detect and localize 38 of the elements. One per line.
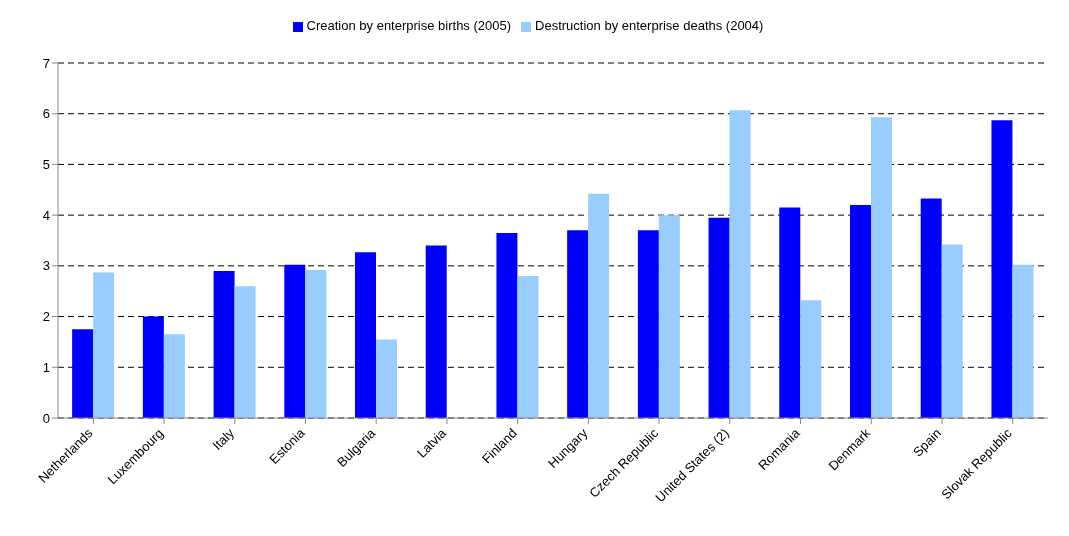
bar <box>708 217 730 418</box>
bar <box>425 245 447 418</box>
bar <box>779 207 801 418</box>
bar <box>637 230 659 418</box>
bar <box>567 230 589 418</box>
bar <box>376 339 397 418</box>
bar <box>800 300 822 418</box>
bar <box>941 244 963 418</box>
bar <box>305 269 327 418</box>
y-tick-label: 3 <box>42 258 50 274</box>
bar <box>93 272 115 418</box>
bar <box>850 205 871 418</box>
bar <box>72 329 94 418</box>
bar <box>213 270 235 418</box>
y-tick-label: 0 <box>42 410 50 426</box>
y-tick-label: 7 <box>42 55 50 71</box>
x-tick-label: Italy <box>209 425 238 453</box>
bar <box>517 276 539 418</box>
y-tick-label: 5 <box>42 157 50 173</box>
bar <box>871 117 892 418</box>
bar <box>284 264 306 418</box>
bar <box>920 198 942 418</box>
bar <box>588 193 610 418</box>
bar <box>234 286 256 418</box>
y-tick-label: 4 <box>42 207 50 223</box>
bar <box>729 110 751 418</box>
bar <box>142 316 164 418</box>
legend-label: Creation by enterprise births (2005) <box>306 18 512 33</box>
bar <box>658 215 680 418</box>
bar <box>991 120 1013 418</box>
bar <box>355 252 376 418</box>
bar <box>1012 264 1034 418</box>
y-tick-label: 2 <box>42 309 50 325</box>
y-tick-label: 6 <box>42 106 50 122</box>
bar <box>496 232 518 418</box>
legend-label: Destruction by enterprise deaths (2004) <box>535 18 764 33</box>
bar <box>163 334 185 418</box>
y-tick-label: 1 <box>42 359 50 375</box>
